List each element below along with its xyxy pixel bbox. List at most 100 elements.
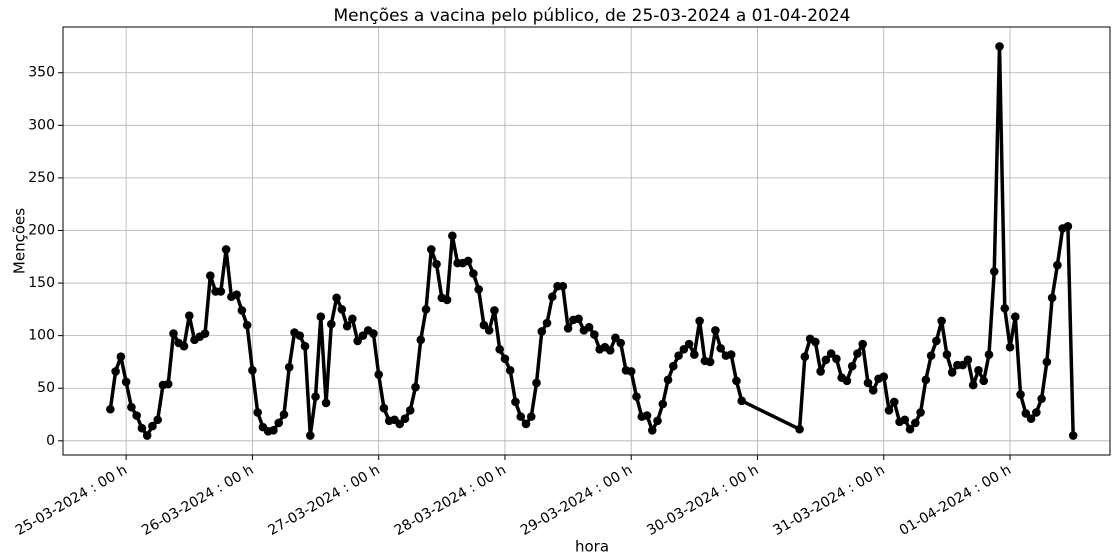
- point: [200, 329, 210, 338]
- point: [705, 357, 715, 367]
- point: [337, 305, 347, 314]
- point: [716, 343, 725, 353]
- point: [911, 418, 920, 428]
- point: [1005, 342, 1015, 352]
- point: [832, 354, 841, 364]
- point: [448, 231, 457, 241]
- point: [732, 376, 741, 386]
- point: [248, 366, 257, 375]
- point: [679, 345, 689, 354]
- point: [1053, 260, 1062, 270]
- point: [695, 316, 704, 326]
- point: [426, 245, 436, 254]
- point: [1037, 394, 1046, 404]
- point: [127, 402, 136, 412]
- x-tick-label: 31-03-2024 : 00 h: [771, 462, 888, 539]
- point: [963, 355, 973, 365]
- point: [900, 415, 910, 425]
- point: [148, 421, 157, 431]
- point: [616, 338, 625, 348]
- point: [316, 312, 326, 322]
- point: [858, 339, 868, 349]
- point: [274, 418, 284, 428]
- point: [968, 380, 978, 390]
- y-tick-label: 0: [46, 433, 55, 449]
- point: [179, 341, 189, 351]
- point: [474, 285, 483, 294]
- point: [795, 424, 804, 434]
- point: [921, 375, 931, 385]
- point: [369, 329, 378, 338]
- point: [984, 350, 994, 359]
- point: [584, 322, 594, 332]
- point: [379, 403, 389, 413]
- x-tick-label: 27-03-2024 : 00 h: [265, 462, 382, 539]
- point: [500, 354, 510, 364]
- point: [958, 360, 967, 370]
- point: [879, 372, 889, 381]
- y-tick-label: 50: [37, 380, 55, 396]
- point: [1016, 390, 1025, 399]
- point: [342, 321, 352, 331]
- point: [279, 410, 289, 419]
- point: [416, 335, 426, 345]
- point: [142, 431, 152, 440]
- point: [548, 292, 557, 302]
- point: [1010, 312, 1020, 322]
- point: [116, 352, 126, 361]
- point: [411, 382, 420, 392]
- point: [253, 408, 262, 417]
- point: [1021, 409, 1031, 418]
- point: [479, 320, 489, 330]
- point: [1032, 408, 1041, 417]
- point: [690, 350, 699, 359]
- point: [505, 366, 515, 375]
- point: [405, 406, 415, 415]
- point: [611, 333, 620, 343]
- point: [463, 256, 473, 266]
- point: [942, 350, 952, 359]
- point: [684, 339, 694, 349]
- point: [626, 367, 636, 376]
- point: [237, 306, 247, 315]
- y-tick-label: 200: [28, 222, 55, 238]
- point: [421, 305, 431, 314]
- plot-frame: [62, 26, 1111, 456]
- point: [321, 398, 331, 408]
- point: [905, 424, 915, 434]
- point: [106, 404, 115, 414]
- point: [711, 326, 720, 335]
- point: [811, 337, 820, 347]
- point: [737, 396, 747, 406]
- x-axis-label: hora: [575, 538, 609, 556]
- point: [663, 375, 673, 385]
- point: [358, 331, 368, 340]
- point: [889, 397, 899, 407]
- point: [300, 341, 310, 351]
- point: [311, 392, 320, 401]
- point: [937, 316, 946, 326]
- point: [490, 306, 499, 315]
- point: [132, 411, 141, 420]
- point: [800, 352, 810, 361]
- point: [574, 314, 583, 324]
- point: [916, 408, 925, 417]
- point: [674, 351, 683, 360]
- point: [395, 419, 405, 429]
- point: [863, 378, 873, 388]
- point: [1068, 431, 1078, 440]
- point: [868, 386, 878, 395]
- point: [947, 368, 957, 377]
- chart-title: Menções a vacina pelo público, de 25-03-…: [334, 6, 851, 26]
- point: [989, 267, 999, 276]
- point: [216, 287, 226, 296]
- point: [979, 376, 989, 386]
- point: [658, 399, 668, 409]
- point: [521, 419, 531, 429]
- point: [374, 370, 383, 379]
- point: [295, 331, 305, 340]
- point: [653, 416, 662, 426]
- y-tick-label: 250: [28, 170, 55, 186]
- point: [1063, 221, 1073, 231]
